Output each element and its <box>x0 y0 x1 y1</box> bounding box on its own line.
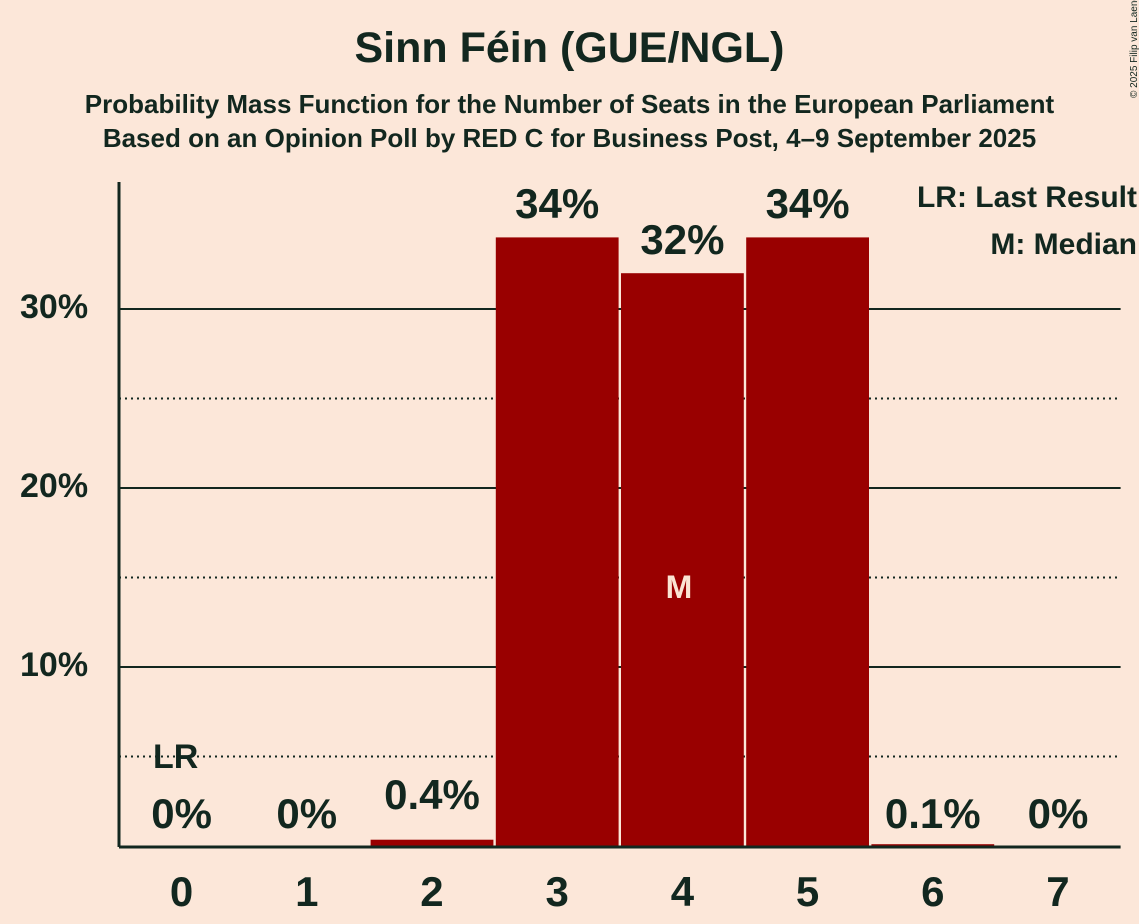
svg-text:M: M <box>666 569 693 605</box>
